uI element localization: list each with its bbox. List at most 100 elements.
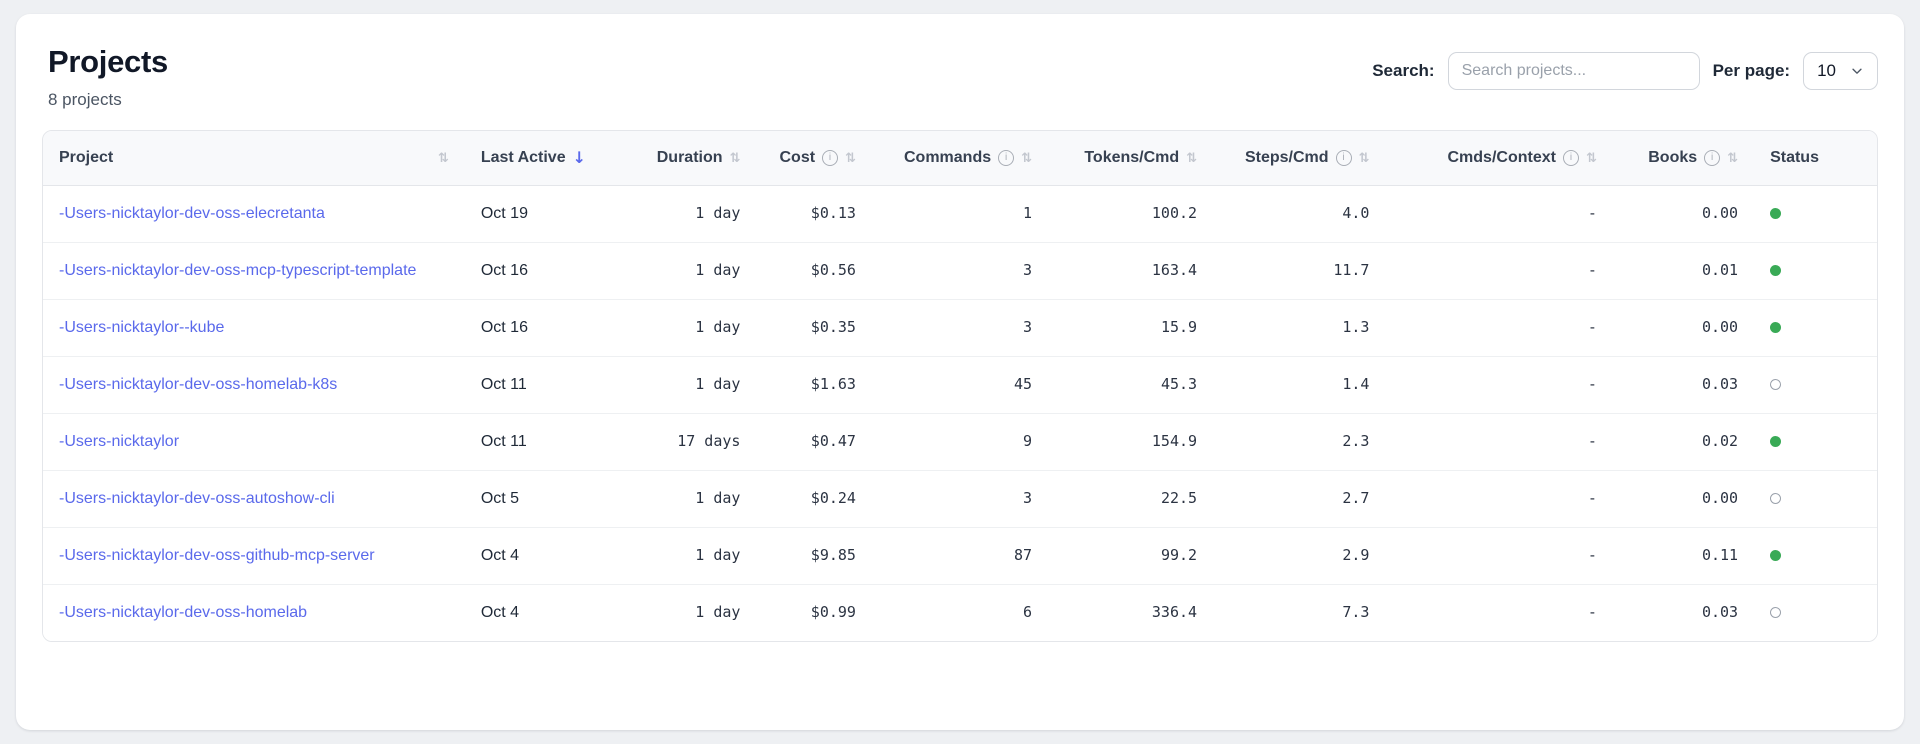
cost-cell: $1.63	[756, 356, 872, 414]
project-cell: -Users-nicktaylor-dev-oss-homelab	[43, 584, 465, 641]
books-cell: 0.11	[1612, 527, 1755, 585]
per-page-select[interactable]: 10	[1803, 52, 1878, 90]
project-link[interactable]: -Users-nicktaylor	[59, 433, 180, 450]
project-count: 8 projects	[48, 90, 122, 109]
tokens-per-cmd-cell: 99.2	[1048, 527, 1214, 585]
column-header-last-active[interactable]: Last Active ↓	[464, 131, 623, 186]
table-row: -Users-nicktaylor Oct 11 17 days $0.47 9 154.…	[43, 413, 1877, 471]
status-cell	[1754, 242, 1877, 300]
last-active-cell: Oct 11	[464, 413, 623, 471]
info-icon[interactable]: i	[822, 150, 839, 166]
status-cell	[1754, 185, 1877, 243]
sort-icon: ⇅	[845, 150, 856, 166]
commands-cell: 6	[871, 584, 1049, 641]
tokens-per-cmd-cell: 154.9	[1048, 413, 1214, 471]
cmds-per-context-cell: -	[1385, 470, 1613, 528]
steps-per-cmd-cell: 1.4	[1213, 356, 1386, 414]
commands-cell: 3	[871, 470, 1049, 528]
project-link[interactable]: -Users-nicktaylor--kube	[59, 319, 225, 336]
project-link[interactable]: -Users-nicktaylor-dev-oss-homelab-k8s	[59, 376, 338, 393]
column-label: Project	[59, 149, 114, 166]
tokens-per-cmd-cell: 45.3	[1048, 356, 1214, 414]
column-label: Status	[1770, 149, 1819, 166]
books-cell: 0.03	[1612, 356, 1755, 414]
column-header-project[interactable]: Project ⇅	[43, 131, 465, 186]
column-header-cost[interactable]: Cost i ⇅	[756, 131, 872, 186]
project-link[interactable]: -Users-nicktaylor-dev-oss-elecretanta	[59, 205, 325, 222]
table-row: -Users-nicktaylor-dev-oss-mcp-typescript…	[43, 242, 1877, 300]
table-row: -Users-nicktaylor-dev-oss-elecretanta Oct…	[43, 185, 1877, 243]
duration-cell: 1 day	[622, 584, 757, 641]
table-row: -Users-nicktaylor--kube Oct 16 1 day $0.35 3…	[43, 299, 1877, 357]
project-link[interactable]: -Users-nicktaylor-dev-oss-github-mcp-ser…	[59, 547, 375, 564]
column-label: Books	[1648, 149, 1698, 166]
status-cell	[1754, 470, 1877, 528]
sort-icon: ⇅	[437, 150, 449, 166]
books-cell: 0.00	[1612, 299, 1755, 357]
status-cell	[1754, 584, 1877, 641]
project-link[interactable]: -Users-nicktaylor-dev-oss-homelab	[59, 604, 308, 621]
column-header-duration[interactable]: Duration ⇅	[622, 131, 757, 186]
projects-table-container: Project ⇅ Last Active ↓ Duration ⇅ Cost i ⇅ Comma…	[42, 130, 1878, 642]
column-header-steps-cmd[interactable]: Steps/Cmd i ⇅	[1213, 131, 1386, 186]
projects-table: Project ⇅ Last Active ↓ Duration ⇅ Cost i ⇅ Comma…	[43, 131, 1877, 641]
tokens-per-cmd-cell: 15.9	[1048, 299, 1214, 357]
column-header-books[interactable]: Books i ⇅	[1612, 131, 1755, 186]
sort-icon: ⇅	[729, 150, 741, 166]
status-indicator	[1770, 436, 1782, 447]
info-icon[interactable]: i	[998, 150, 1015, 166]
books-cell: 0.00	[1612, 470, 1755, 528]
project-cell: -Users-nicktaylor-dev-oss-homelab-k8s	[43, 356, 465, 414]
books-cell: 0.03	[1612, 584, 1755, 641]
steps-per-cmd-cell: 7.3	[1213, 584, 1386, 641]
cmds-per-context-cell: -	[1385, 299, 1613, 357]
title-block: Projects 8 projects	[42, 36, 168, 110]
cmds-per-context-cell: -	[1385, 584, 1613, 641]
commands-cell: 3	[871, 242, 1049, 300]
column-label: Commands	[903, 149, 992, 166]
duration-cell: 1 day	[622, 242, 757, 300]
column-header-tokens-cmd[interactable]: Tokens/Cmd ⇅	[1048, 131, 1214, 186]
last-active-cell: Oct 19	[464, 185, 623, 243]
status-cell	[1754, 413, 1877, 471]
project-cell: -Users-nicktaylor-dev-oss-mcp-typescript…	[43, 242, 465, 300]
project-link[interactable]: -Users-nicktaylor-dev-oss-autoshow-cli	[59, 490, 335, 507]
cost-cell: $9.85	[756, 527, 872, 585]
steps-per-cmd-cell: 11.7	[1213, 242, 1386, 300]
cost-cell: $0.13	[756, 185, 872, 243]
table-body: -Users-nicktaylor-dev-oss-elecretanta Oct…	[43, 185, 1877, 641]
project-cell: -Users-nicktaylor--kube	[43, 299, 465, 357]
duration-cell: 1 day	[622, 299, 757, 357]
info-icon[interactable]: i	[1335, 150, 1352, 166]
search-label: Search:	[1372, 61, 1435, 80]
status-indicator	[1770, 550, 1782, 561]
column-label: Cost	[779, 149, 816, 166]
status-cell	[1754, 527, 1877, 585]
info-icon[interactable]: i	[1704, 150, 1721, 166]
last-active-cell: Oct 4	[464, 527, 623, 585]
column-header-cmds-context[interactable]: Cmds/Context i ⇅	[1385, 131, 1613, 186]
steps-per-cmd-cell: 2.7	[1213, 470, 1386, 528]
project-cell: -Users-nicktaylor-dev-oss-github-mcp-ser…	[43, 527, 465, 585]
page-header: Projects 8 projects Search: Per page: 10	[42, 36, 1878, 110]
status-indicator	[1770, 607, 1782, 618]
tokens-per-cmd-cell: 100.2	[1048, 185, 1214, 243]
column-header-commands[interactable]: Commands i ⇅	[871, 131, 1049, 186]
commands-cell: 9	[871, 413, 1049, 471]
tokens-per-cmd-cell: 163.4	[1048, 242, 1214, 300]
info-icon[interactable]: i	[1562, 150, 1579, 166]
cmds-per-context-cell: -	[1385, 185, 1613, 243]
status-indicator	[1770, 265, 1782, 276]
books-cell: 0.02	[1612, 413, 1755, 471]
duration-cell: 1 day	[622, 356, 757, 414]
commands-cell: 87	[871, 527, 1049, 585]
project-link[interactable]: -Users-nicktaylor-dev-oss-mcp-typescript…	[59, 262, 417, 279]
sort-icon: ⇅	[1585, 150, 1597, 166]
column-header-status: Status	[1754, 131, 1877, 186]
steps-per-cmd-cell: 1.3	[1213, 299, 1386, 357]
search-input[interactable]	[1447, 52, 1700, 90]
duration-cell: 1 day	[622, 470, 757, 528]
sort-icon: ⇅	[1186, 150, 1198, 166]
cost-cell: $0.99	[756, 584, 872, 641]
